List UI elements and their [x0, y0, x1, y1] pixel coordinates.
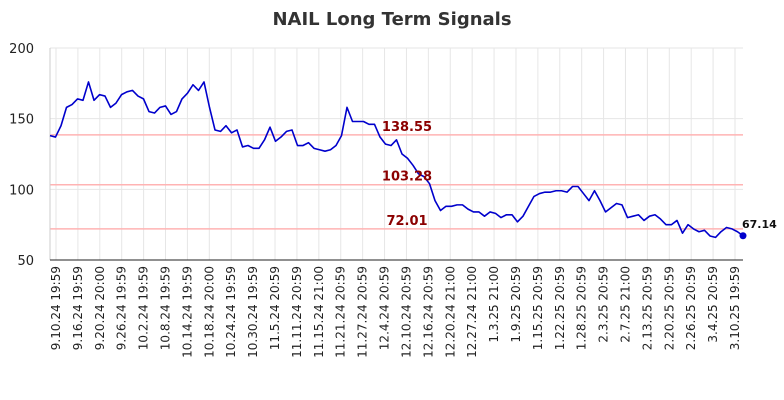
x-tick-label: 12.27.24 21:00 — [465, 266, 479, 358]
x-tick-label: 11.11.24 20:59 — [290, 266, 304, 358]
x-tick-label: 10.14.24 19:59 — [180, 266, 194, 358]
x-tick-label: 10.18.24 20:00 — [202, 266, 216, 358]
x-tick-label: 1.9.25 20:59 — [509, 266, 523, 343]
x-tick-label: 9.10.24 19:59 — [49, 266, 63, 350]
x-tick-label: 9.20.24 20:00 — [93, 266, 107, 350]
x-tick-label: 1.28.25 20:59 — [575, 266, 589, 350]
x-tick-label: 12.4.24 20:59 — [378, 266, 392, 350]
chart-title: NAIL Long Term Signals — [272, 9, 511, 30]
x-tick-label: 10.2.24 19:59 — [137, 266, 151, 350]
x-tick-label: 2.7.25 21:00 — [618, 266, 632, 343]
last-point-label: 67.14 — [742, 218, 777, 231]
x-tick-label: 10.30.24 19:59 — [246, 266, 260, 358]
x-tick-label: 11.15.24 21:00 — [312, 266, 326, 358]
x-tick-label: 9.16.24 19:59 — [71, 266, 85, 350]
price-series — [49, 81, 747, 240]
x-tick-label: 10.24.24 19:59 — [224, 266, 238, 358]
x-tick-label: 2.13.25 20:59 — [640, 266, 654, 350]
x-tick-label: 1.15.25 20:59 — [531, 266, 545, 350]
x-tick-label: 11.21.24 20:59 — [334, 266, 348, 358]
x-tick-label: 1.3.25 21:00 — [487, 266, 501, 343]
y-tick-label: 50 — [17, 254, 34, 269]
x-tick-label: 9.26.24 19:59 — [115, 266, 129, 350]
x-tick-label: 11.5.24 20:59 — [268, 266, 282, 350]
signal-level-label: 72.01 — [386, 214, 427, 229]
signal-levels — [50, 134, 743, 230]
x-tick-label: 10.8.24 19:59 — [159, 266, 173, 350]
x-tick-label: 12.20.24 21:00 — [443, 266, 457, 358]
last-point-marker — [739, 232, 747, 240]
x-tick-label: 1.22.25 20:59 — [553, 266, 567, 350]
x-tick-label: 2.3.25 20:59 — [597, 266, 611, 343]
x-tick-label: 12.10.24 20:59 — [399, 266, 413, 358]
x-tick-label: 2.20.25 20:59 — [662, 266, 676, 350]
y-tick-label: 200 — [9, 42, 34, 57]
signal-level-label: 103.28 — [382, 170, 432, 185]
x-tick-label: 2.26.25 20:59 — [684, 266, 698, 350]
axes: 50 100 150 200 9.10.24 19:59 9.16.24 19:59 9.2… — [9, 42, 743, 358]
x-tick-label: 3.4.25 20:59 — [706, 266, 720, 343]
y-tick-label: 100 — [9, 183, 34, 198]
y-tick-label: 150 — [9, 113, 34, 128]
price-line — [49, 81, 744, 239]
x-tick-label: 12.16.24 20:59 — [421, 266, 435, 358]
labels: 138.55 103.28 72.01 67.14 — [382, 120, 777, 231]
x-tick-label: 3.10.25 19:59 — [728, 266, 742, 350]
signal-level-label: 138.55 — [382, 120, 432, 135]
x-tick-label: 11.27.24 20:59 — [356, 266, 370, 358]
grid — [50, 47, 743, 261]
